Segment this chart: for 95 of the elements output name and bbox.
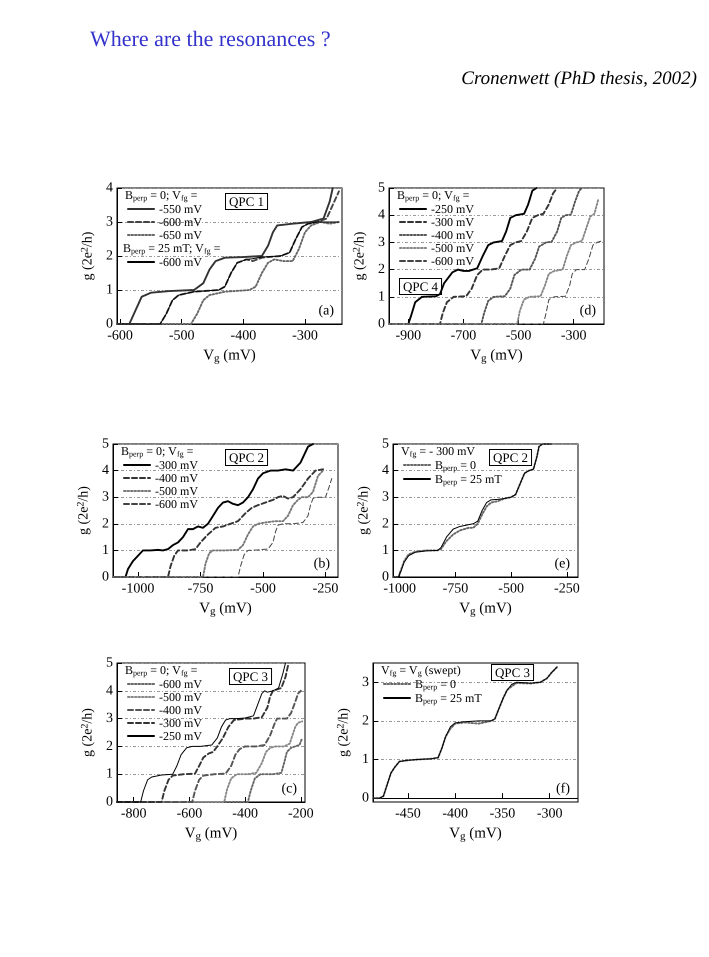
x-tick-label: -250	[554, 582, 580, 596]
y-tick-label: 1	[106, 766, 113, 782]
legend-label: -500 mV	[155, 484, 198, 498]
y-tick-label: 0	[106, 794, 113, 810]
legend-label: -250 mV	[431, 202, 474, 216]
x-tick-label: -450	[395, 806, 421, 822]
annotation: QPC 4	[403, 279, 439, 294]
y-tick-label: 4	[106, 180, 113, 196]
y-tick-label: 3	[378, 234, 385, 250]
y-tick-label: 2	[382, 516, 389, 532]
annotation: (b)	[314, 556, 330, 572]
x-tick-label: -400	[442, 806, 468, 822]
y-tick-label: 3	[362, 674, 369, 690]
y-tick-label: 0	[106, 316, 113, 332]
annotation: (f)	[556, 782, 570, 796]
legend-label: -550 mV	[159, 202, 202, 216]
x-tick-label: -500	[250, 582, 276, 596]
annotation: (e)	[554, 556, 570, 572]
y-axis-title: g (2e2/h)	[356, 486, 372, 535]
y-tick-label: 1	[102, 542, 109, 558]
x-tick-label: -500	[168, 328, 195, 344]
x-tick-label: -400	[232, 806, 258, 822]
chart-subtitle: Cronenwett (PhD thesis, 2002)	[461, 68, 697, 90]
x-tick-label: -1000	[122, 582, 154, 596]
legend-label: -600 mV	[159, 255, 202, 269]
chart-title: Where are the resonances ?	[90, 26, 331, 52]
y-tick-label: 3	[106, 214, 113, 230]
legend-label: -250 mV	[159, 729, 202, 743]
x-tick-label: -900	[395, 328, 422, 344]
y-tick-label: 4	[106, 683, 113, 698]
x-tick-label: -750	[188, 582, 214, 596]
y-tick-label: 4	[378, 208, 385, 223]
legend-label: -400 mV	[431, 228, 474, 242]
y-tick-label: 5	[382, 436, 389, 452]
x-tick-label: -250	[312, 582, 338, 596]
x-tick-label: -800	[120, 806, 147, 822]
x-tick-label: -700	[450, 328, 476, 344]
y-axis-title: g (2e2/h)	[336, 708, 352, 757]
y-tick-label: 2	[106, 248, 113, 264]
y-tick-label: 0	[362, 790, 369, 806]
x-tick-label: -500	[498, 582, 524, 596]
legend-label: -600 mV	[159, 677, 202, 691]
y-tick-label: 4	[102, 463, 109, 478]
y-tick-label: 0	[382, 570, 389, 584]
x-tick-label: -300	[292, 328, 318, 344]
annotation: QPC 2	[229, 450, 264, 465]
y-axis-title: g (2e2/h)	[80, 708, 96, 757]
y-tick-label: 2	[362, 713, 369, 728]
annotation: QPC 1	[229, 194, 264, 209]
x-tick-label: -350	[490, 806, 516, 822]
y-tick-label: 2	[102, 516, 109, 532]
x-tick-label: -400	[230, 328, 256, 344]
y-tick-label: 5	[102, 436, 109, 452]
annotation: QPC 2	[493, 450, 528, 465]
x-tick-label: -500	[506, 328, 532, 344]
annotation: (c)	[281, 782, 298, 796]
x-tick-label: -300	[560, 328, 587, 344]
legend-label: -400 mV	[155, 471, 198, 485]
y-tick-label: 3	[102, 490, 109, 505]
legend-label: -650 mV	[159, 228, 202, 242]
x-tick-label: -300	[536, 806, 562, 822]
y-axis-title: g (2e2/h)	[352, 231, 368, 280]
annotation: QPC 3	[233, 669, 268, 684]
y-tick-label: 1	[382, 542, 389, 558]
y-tick-label: 1	[378, 289, 385, 304]
y-axis-title: g (2e2/h)	[76, 486, 92, 535]
y-axis-title: g (2e2/h)	[80, 231, 96, 280]
legend-label: -600 mV	[431, 254, 474, 268]
legend-label: -600 mV	[155, 497, 198, 511]
y-tick-label: 4	[382, 463, 389, 478]
x-tick-label: -600	[176, 806, 202, 822]
y-tick-label: 3	[106, 711, 113, 726]
y-tick-label: 2	[106, 738, 113, 754]
legend-label: -600 mV	[159, 215, 202, 229]
legend-label: -500 mV	[431, 241, 474, 255]
y-tick-label: 1	[106, 282, 113, 298]
y-tick-label: 2	[378, 262, 385, 278]
annotation: (d)	[580, 304, 596, 318]
legend-label: -300 mV	[431, 215, 474, 229]
legend-label: -400 mV	[159, 703, 202, 717]
annotation: QPC 3	[495, 665, 530, 680]
x-tick-label: -200	[288, 806, 314, 822]
y-tick-label: 0	[102, 570, 109, 584]
legend-label: -300 mV	[159, 716, 202, 730]
y-tick-label: 5	[106, 656, 113, 670]
annotation: (a)	[318, 304, 334, 318]
y-tick-label: 5	[378, 180, 385, 196]
y-tick-label: 0	[378, 316, 385, 332]
x-tick-label: -1000	[383, 582, 416, 596]
x-tick-label: -600	[107, 328, 133, 344]
y-tick-label: 3	[382, 490, 389, 505]
legend-label: -300 mV	[155, 458, 198, 472]
x-tick-label: -750	[442, 582, 468, 596]
legend-label: -500 mV	[159, 690, 202, 704]
y-tick-label: 1	[362, 752, 369, 768]
